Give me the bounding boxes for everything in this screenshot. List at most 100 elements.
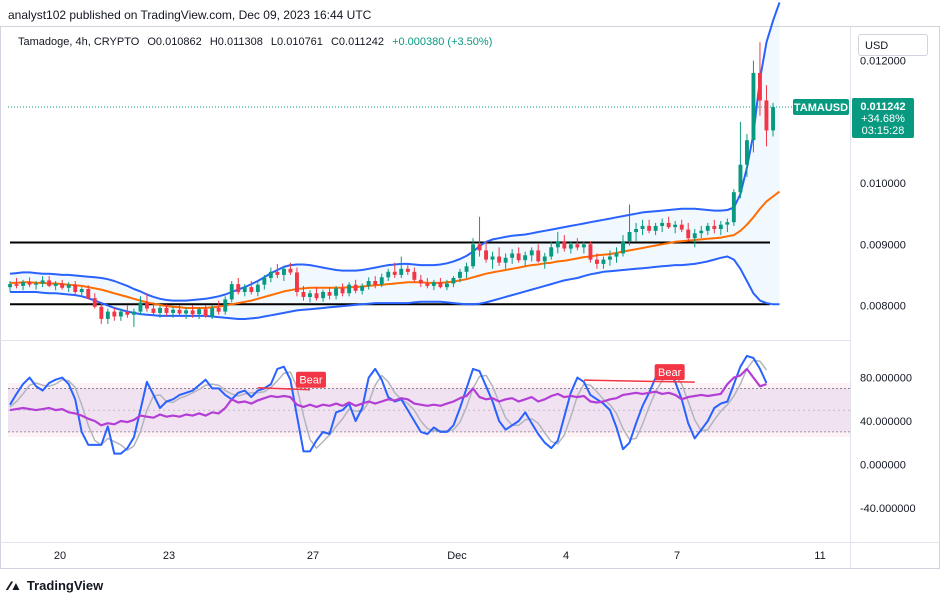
- candle: [223, 296, 228, 315]
- candle-body: [14, 284, 19, 286]
- candle-body: [627, 232, 632, 242]
- candle-body: [562, 241, 567, 249]
- candle-body: [431, 282, 436, 286]
- last-price-change: +34.68%: [861, 113, 905, 125]
- candle: [477, 216, 482, 257]
- candle: [705, 222, 710, 236]
- price-pane: [8, 2, 850, 327]
- bollinger-basis-line: [10, 190, 781, 309]
- price-tick-label: 0.009000: [860, 239, 906, 251]
- candle-body: [608, 256, 612, 260]
- candle: [464, 262, 469, 278]
- candle-body: [145, 302, 149, 309]
- candle: [431, 279, 436, 291]
- candle-body: [47, 280, 52, 286]
- candle: [184, 307, 188, 319]
- candle-body: [542, 256, 547, 262]
- candle-body: [484, 250, 488, 260]
- candle-body: [334, 288, 338, 296]
- candle-body: [497, 256, 502, 263]
- candle-body: [503, 257, 508, 263]
- candle: [275, 263, 280, 278]
- time-tick-label: 23: [163, 550, 175, 562]
- candle-body: [138, 302, 143, 312]
- candle-body: [686, 229, 691, 239]
- candle-body: [647, 225, 652, 231]
- candle: [79, 287, 84, 297]
- candle: [321, 289, 325, 302]
- candle-body: [418, 279, 423, 284]
- candle-body: [184, 310, 188, 314]
- candle-body: [223, 299, 228, 312]
- candle: [418, 274, 423, 288]
- candle: [86, 285, 91, 300]
- candle-body: [595, 259, 599, 264]
- candle-body: [660, 222, 665, 226]
- legend-symbol[interactable]: Tamadoge, 4h, CRYPTO: [18, 36, 140, 48]
- candle-body: [210, 308, 215, 317]
- axis-layer: 0.012000 0.010000 0.009000 0.008000 80.00000…: [0, 27, 940, 568]
- candle-body: [321, 292, 325, 299]
- legend-change: +0.000380 (+3.50%): [392, 36, 493, 48]
- last-price-badge: [852, 98, 914, 139]
- osc-tick-label: 0.000000: [860, 459, 906, 471]
- candle: [588, 241, 593, 263]
- candle-body: [614, 253, 619, 257]
- tradingview-logo[interactable]: ⁄⁄▲ TradingView: [8, 578, 103, 593]
- candle-body: [438, 282, 443, 288]
- candle-body: [132, 311, 136, 315]
- candle: [216, 300, 221, 315]
- candle-body: [151, 308, 156, 313]
- candle: [340, 283, 345, 297]
- osc-tick-label: 40.000000: [860, 416, 912, 428]
- candle: [8, 281, 12, 293]
- candle: [203, 305, 208, 318]
- currency-button[interactable]: USD: [858, 34, 928, 56]
- candle-body: [27, 282, 32, 285]
- legend-close: C0.011242: [330, 36, 384, 48]
- stoch-k-line: [9, 354, 768, 455]
- candle: [125, 305, 130, 318]
- candle-body: [34, 283, 38, 285]
- candle-body: [458, 271, 462, 278]
- candle-body: [386, 271, 391, 278]
- time-tick-label: 11: [814, 550, 825, 562]
- candle-body: [745, 140, 749, 165]
- candle-body: [366, 281, 371, 286]
- candle: [471, 238, 475, 269]
- candle-body: [105, 311, 110, 319]
- candle: [621, 235, 625, 257]
- candle: [575, 238, 580, 251]
- candle: [366, 277, 371, 290]
- candle-body: [477, 244, 482, 251]
- candle: [529, 247, 534, 262]
- stoch-d-line: [9, 359, 768, 452]
- candle: [105, 308, 110, 324]
- candle: [666, 216, 671, 229]
- candle: [249, 281, 254, 295]
- candle-body: [347, 284, 352, 294]
- candle: [614, 247, 619, 263]
- candle-body: [751, 72, 756, 141]
- bear-divergence-line: [257, 386, 311, 391]
- candle: [712, 219, 717, 234]
- candle: [60, 279, 65, 290]
- candle-body: [249, 287, 254, 292]
- candle-body: [21, 282, 25, 286]
- candle-body: [510, 253, 515, 258]
- candle-body: [666, 222, 671, 228]
- candle: [673, 221, 678, 234]
- candle-body: [99, 306, 104, 319]
- candle: [210, 305, 215, 319]
- candle-body: [536, 250, 541, 262]
- candle: [751, 60, 756, 153]
- candle: [536, 244, 541, 263]
- candle-body: [171, 309, 175, 313]
- candle: [595, 253, 599, 269]
- attribution-text: analyst102 published on TradingView.com,…: [8, 8, 372, 22]
- candle: [425, 277, 430, 289]
- candle: [647, 219, 652, 234]
- candle-body: [640, 225, 645, 229]
- candle: [255, 282, 260, 297]
